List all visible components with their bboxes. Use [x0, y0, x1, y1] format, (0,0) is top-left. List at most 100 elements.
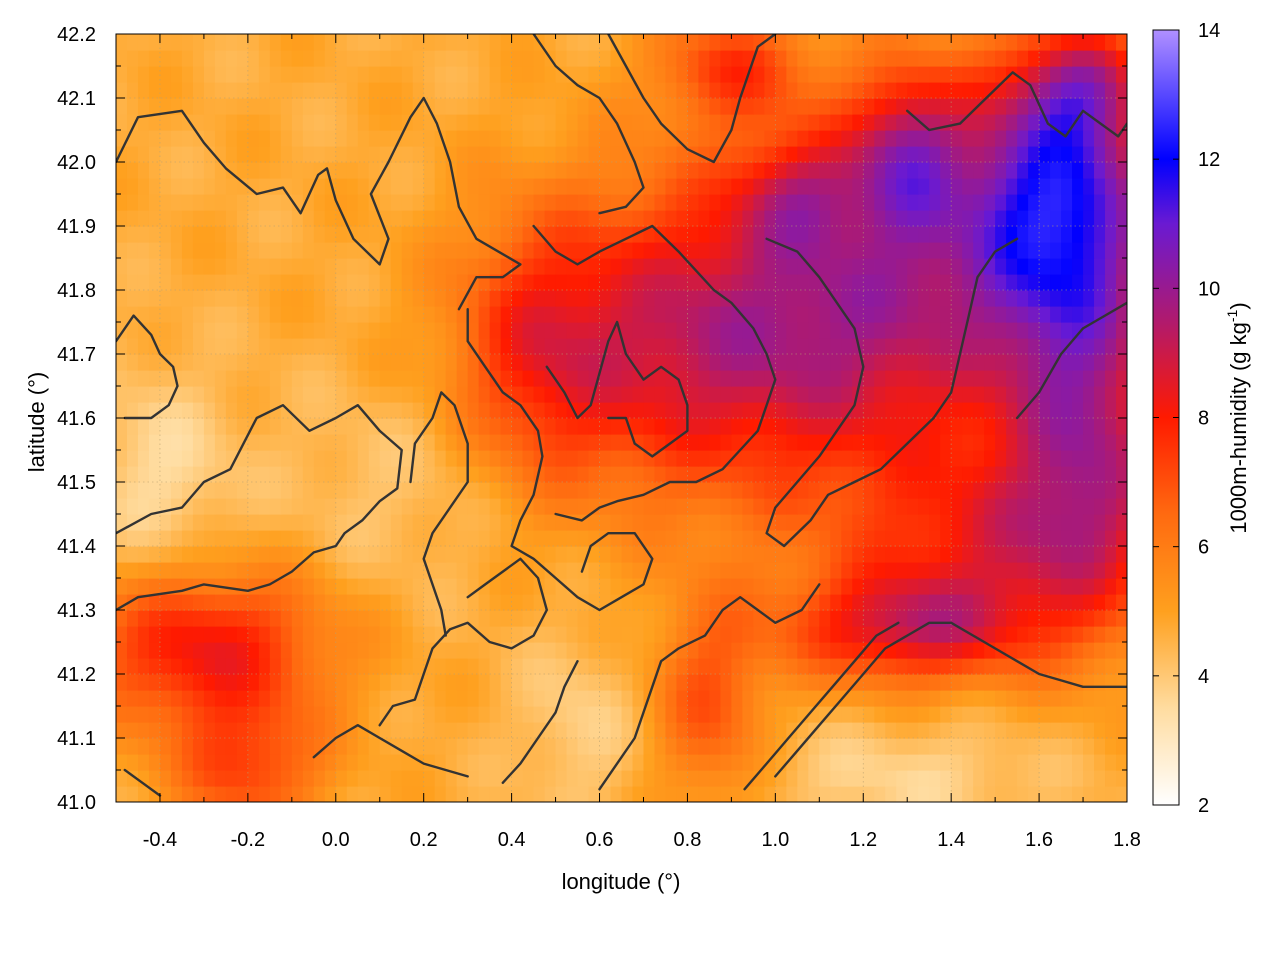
heatmap-cell	[1017, 34, 1029, 51]
heatmap-cell	[533, 50, 546, 67]
heatmap-cell	[225, 626, 238, 643]
heatmap-cell	[731, 450, 743, 467]
heatmap-cell	[676, 210, 689, 227]
heatmap-cell	[918, 354, 930, 371]
heatmap-cell	[841, 242, 853, 259]
heatmap-cell	[434, 706, 447, 723]
heatmap-cell	[643, 594, 656, 611]
heatmap-cell	[423, 242, 436, 259]
heatmap-cell	[830, 562, 842, 579]
heatmap-cell	[676, 754, 689, 771]
heatmap-cell	[621, 402, 634, 419]
heatmap-cell	[621, 354, 634, 371]
heatmap-cell	[236, 130, 249, 147]
heatmap-cell	[775, 306, 787, 323]
heatmap-cell	[973, 546, 985, 563]
heatmap-cell	[181, 210, 194, 227]
heatmap-cell	[1072, 770, 1084, 787]
heatmap-cell	[720, 306, 732, 323]
heatmap-cell	[984, 274, 996, 291]
heatmap-cell	[918, 306, 930, 323]
heatmap-cell	[1050, 786, 1062, 802]
heatmap-cell	[599, 754, 612, 771]
x-axis-ticks: -0.4 -0.2 0.0 0.2 0.4 0.6 0.8 1.0 1.2 1.4 1.6 1.8	[143, 34, 1141, 851]
heatmap-cell	[225, 754, 238, 771]
heatmap-cell	[478, 306, 491, 323]
heatmap-cell	[676, 66, 689, 83]
heatmap-cell	[973, 562, 985, 579]
heatmap-cell	[478, 50, 491, 67]
heatmap-cell	[918, 258, 930, 275]
heatmap-cell	[1028, 274, 1040, 291]
heatmap-cell	[720, 690, 732, 707]
heatmap-cell	[709, 98, 721, 115]
heatmap-cell	[445, 706, 458, 723]
heatmap-cell	[929, 242, 941, 259]
heatmap-cell	[401, 338, 414, 355]
heatmap-cell	[555, 322, 568, 339]
heatmap-cell	[214, 338, 227, 355]
heatmap-cell	[1083, 258, 1095, 275]
heatmap-cell	[1039, 402, 1051, 419]
heatmap-cell	[610, 674, 623, 691]
heatmap-cell	[973, 274, 985, 291]
heatmap-cell	[335, 370, 348, 387]
heatmap-cell	[500, 594, 513, 611]
heatmap-cell	[753, 786, 765, 802]
heatmap-cell	[676, 146, 689, 163]
heatmap-cell	[896, 130, 908, 147]
heatmap-cell	[874, 370, 886, 387]
heatmap-cell	[665, 594, 678, 611]
heatmap-cell	[192, 514, 205, 531]
heatmap-cell	[1039, 370, 1051, 387]
heatmap-cell	[412, 226, 425, 243]
heatmap-cell	[522, 594, 535, 611]
heatmap-cell	[225, 66, 238, 83]
heatmap-cell	[368, 354, 381, 371]
heatmap-cell	[544, 690, 557, 707]
heatmap-cell	[929, 626, 941, 643]
heatmap-cell	[159, 146, 172, 163]
heatmap-cell	[918, 242, 930, 259]
heatmap-cell	[577, 642, 590, 659]
heatmap-cell	[566, 370, 579, 387]
heatmap-cell	[599, 562, 612, 579]
heatmap-cell	[544, 514, 557, 531]
heatmap-cell	[269, 706, 282, 723]
heatmap-cell	[1105, 290, 1117, 307]
heatmap-cell	[258, 210, 271, 227]
heatmap-cell	[1050, 626, 1062, 643]
heatmap-cell	[1094, 626, 1106, 643]
heatmap-cell	[1072, 482, 1084, 499]
heatmap-cell	[764, 690, 776, 707]
heatmap-cell	[148, 178, 161, 195]
heatmap-cell	[984, 498, 996, 515]
heatmap-cell	[1072, 466, 1084, 483]
heatmap-cell	[1017, 578, 1029, 595]
heatmap-cell	[423, 34, 436, 51]
heatmap-cell	[841, 674, 853, 691]
heatmap-cell	[852, 322, 864, 339]
heatmap-cell	[269, 530, 282, 547]
heatmap-cell	[588, 242, 601, 259]
heatmap-cell	[467, 674, 480, 691]
heatmap-cell	[676, 194, 689, 211]
heatmap-cell	[368, 658, 381, 675]
heatmap-cell	[357, 434, 370, 451]
heatmap-cell	[379, 194, 392, 211]
heatmap-cell	[159, 706, 172, 723]
heatmap-cell	[1017, 466, 1029, 483]
heatmap-cell	[632, 498, 645, 515]
heatmap-cell	[390, 130, 403, 147]
heatmap-cell	[588, 770, 601, 787]
heatmap-cell	[236, 210, 249, 227]
heatmap-cell	[841, 386, 853, 403]
heatmap-cell	[368, 770, 381, 787]
heatmap-cell	[368, 338, 381, 355]
heatmap-cell	[522, 258, 535, 275]
heatmap-cell	[764, 498, 776, 515]
heatmap-cell	[478, 82, 491, 99]
heatmap-cell	[1061, 706, 1073, 723]
heatmap-cell	[676, 642, 689, 659]
heatmap-cell	[1028, 466, 1040, 483]
